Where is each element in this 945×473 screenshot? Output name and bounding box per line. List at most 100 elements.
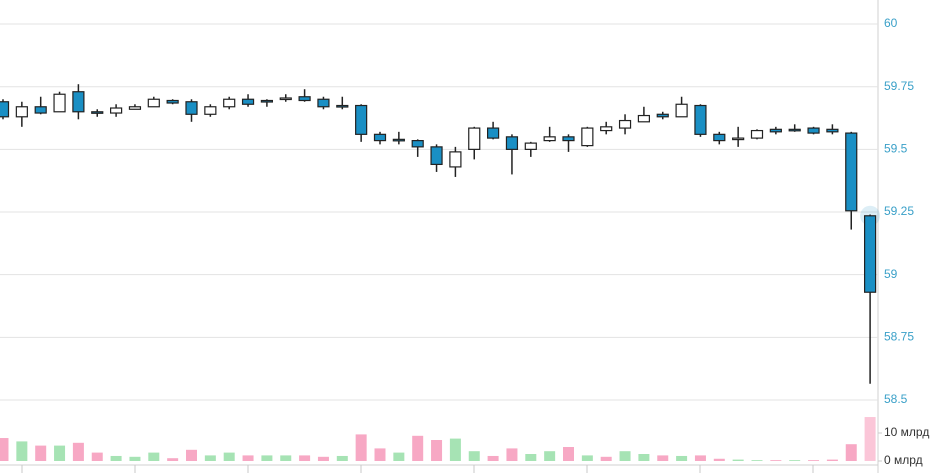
volume-bar <box>186 449 197 461</box>
candle-body <box>543 136 556 142</box>
volume-bar <box>864 417 876 461</box>
volume-bar <box>826 459 838 461</box>
y-tick-label: 58.5 <box>884 392 908 406</box>
candle-body <box>109 107 123 114</box>
volume-bar <box>204 455 216 461</box>
candle-body <box>204 106 217 115</box>
candle-body <box>732 137 745 141</box>
candle-body <box>487 127 500 139</box>
volume-bar <box>751 460 763 461</box>
volume-bar <box>770 460 782 461</box>
candle-body <box>15 106 28 118</box>
candle-body <box>637 114 651 123</box>
candle-body <box>279 97 292 101</box>
volume-bar <box>16 441 28 461</box>
candle-body <box>769 128 782 133</box>
candle-body <box>713 133 726 142</box>
candle-body <box>618 119 632 129</box>
volume-bar <box>0 438 9 461</box>
candle-body <box>34 106 47 114</box>
volume-bar <box>242 455 254 461</box>
y-tick-label: 59.75 <box>884 79 914 93</box>
volume-bar <box>148 452 160 461</box>
y-tick-label: 58.75 <box>884 330 914 344</box>
candle-body <box>185 101 198 115</box>
volume-bar <box>261 455 273 461</box>
volume-bar <box>54 445 66 461</box>
volume-bar <box>223 452 235 461</box>
candle-body <box>223 98 236 108</box>
volume-bar <box>393 452 405 461</box>
volume-bar <box>280 455 292 461</box>
volume-bar <box>638 454 650 461</box>
volume-bar <box>525 454 537 461</box>
volume-bar <box>694 455 706 461</box>
y-tick-label: 59 <box>884 267 898 281</box>
volume-bar <box>91 452 103 461</box>
x-axis-ticks <box>21 465 814 473</box>
candle-body <box>298 96 311 102</box>
volume-bar <box>563 447 574 461</box>
volume-bar <box>808 460 820 461</box>
volume-bar <box>732 459 744 461</box>
candle-body <box>166 99 179 104</box>
volume-bar <box>336 455 348 461</box>
candle-body <box>562 136 575 142</box>
volume-bar <box>129 456 141 461</box>
volume-bar <box>600 456 612 461</box>
volume-bar <box>35 445 47 461</box>
volume-bar <box>676 455 688 461</box>
volume-bar <box>581 455 593 461</box>
candle-body <box>675 103 688 118</box>
candle-body <box>694 104 707 135</box>
candle-body <box>411 140 424 148</box>
candle-body <box>317 98 330 108</box>
candle-body <box>807 127 820 134</box>
volume-bar <box>657 455 669 461</box>
candle-body <box>863 215 877 293</box>
y-tick-label: 60 <box>884 16 898 30</box>
candle-body <box>241 98 255 105</box>
y-tick-label: 59.5 <box>884 142 908 156</box>
volume-bar <box>299 455 311 461</box>
volume-bar <box>412 435 424 461</box>
candle-body <box>449 151 462 168</box>
volume-bar <box>374 448 386 461</box>
volume-bar <box>431 440 443 461</box>
y-tick-label: 59.25 <box>884 204 914 218</box>
candle-body <box>0 101 10 118</box>
volume-bar <box>845 444 857 461</box>
candle-body <box>656 113 669 118</box>
volume-bar <box>713 458 725 461</box>
volume-bar <box>317 456 329 461</box>
volume-bar <box>110 455 122 461</box>
volume-tick-label: 10 млрд <box>884 425 929 439</box>
candle-body <box>53 93 66 113</box>
candle-body <box>788 128 801 132</box>
candle-body <box>336 104 349 108</box>
volume-bar <box>619 451 631 461</box>
volume-bar <box>449 438 461 461</box>
candle-body <box>750 129 764 139</box>
volume-bar <box>506 448 518 461</box>
candle-body <box>91 111 104 114</box>
candle-body <box>581 127 594 147</box>
candle-body <box>373 133 387 142</box>
candle-body <box>355 104 368 135</box>
candle-body <box>392 138 405 142</box>
volume-tick-label: 0 млрд <box>884 453 923 467</box>
volume-bar <box>544 451 556 461</box>
candle-body <box>128 106 142 110</box>
candle-body <box>826 128 839 133</box>
volume-bar <box>355 434 367 461</box>
candle-body <box>430 146 443 166</box>
candle-body <box>147 98 160 108</box>
volume-bar <box>72 442 84 461</box>
volume-bar <box>167 458 179 461</box>
candle-body <box>845 132 858 212</box>
volume-bar <box>487 455 499 461</box>
candle-body <box>260 99 273 103</box>
candle-body <box>524 142 537 150</box>
